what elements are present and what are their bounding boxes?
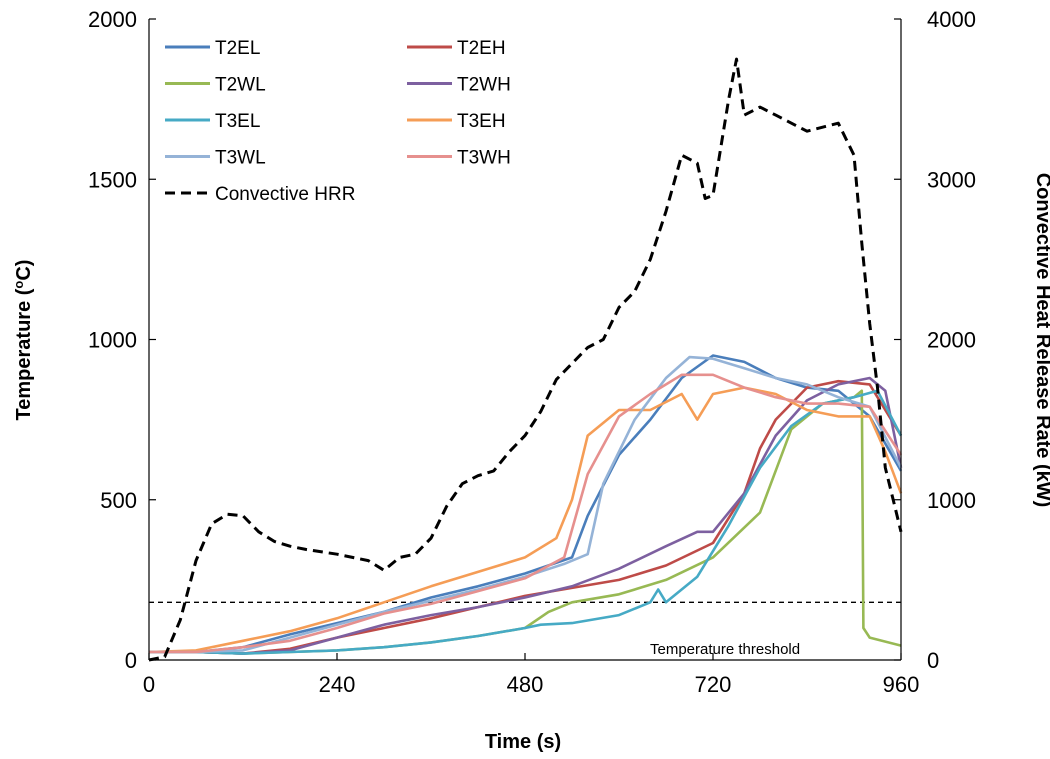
left-y-tick-label: 2000 xyxy=(88,7,137,32)
right-y-tick-label: 0 xyxy=(927,648,939,673)
series-t3el-line xyxy=(149,389,903,655)
legend-label-t2el: T2EL xyxy=(215,38,260,59)
left-y-axis-title-sup: o xyxy=(11,281,26,289)
x-tick-label: 0 xyxy=(143,672,155,697)
legend-label-convective-hrr: Convective HRR xyxy=(215,184,355,205)
left-y-tick-label: 1500 xyxy=(88,167,137,192)
series-t2wh-line xyxy=(149,376,903,655)
series-t3wl-line xyxy=(149,355,903,654)
x-axis-title: Time (s) xyxy=(485,731,561,753)
legend-label-t2eh: T2EH xyxy=(457,38,506,59)
x-tick-label: 720 xyxy=(695,672,732,697)
series-convective-hrr-line xyxy=(148,57,903,662)
right-y-tick-label: 3000 xyxy=(927,167,976,192)
left-y-tick-label: 500 xyxy=(100,488,137,513)
left-y-axis-title-main: Temperature ( xyxy=(13,288,35,420)
right-y-tick-label: 2000 xyxy=(927,328,976,353)
left-y-tick-label: 1000 xyxy=(88,328,137,353)
left-y-axis-title-tail: C) xyxy=(13,260,35,281)
legend-label-t2wl: T2WL xyxy=(215,75,266,96)
threshold-label: Temperature threshold xyxy=(650,641,800,658)
series-t2el-line xyxy=(149,354,903,654)
legend-label-t2wh: T2WH xyxy=(457,75,511,96)
x-tick-label: 960 xyxy=(883,672,920,697)
right-y-tick-label: 4000 xyxy=(927,7,976,32)
left-y-axis-title: Temperature (oC) xyxy=(11,260,35,421)
legend: T2EL T2EH T2WL T2WH T3EL T3EH T3WL T3WH Convecti… xyxy=(165,38,511,205)
legend-label-t3eh: T3EH xyxy=(457,111,506,132)
legend-label-t3wl: T3WL xyxy=(215,148,266,169)
series-t3wh-line xyxy=(149,373,903,654)
right-y-tick-label: 1000 xyxy=(927,488,976,513)
series-t3eh-line xyxy=(148,386,903,654)
right-y-axis-title: Convective Heat Release Rate (kW) xyxy=(1032,173,1050,508)
x-tick-label: 240 xyxy=(319,672,356,697)
legend-label-t3wh: T3WH xyxy=(457,148,511,169)
plot-axes xyxy=(148,19,902,661)
legend-label-t3el: T3EL xyxy=(215,111,260,132)
x-tick-label: 480 xyxy=(507,672,544,697)
left-y-tick-label: 0 xyxy=(125,648,137,673)
